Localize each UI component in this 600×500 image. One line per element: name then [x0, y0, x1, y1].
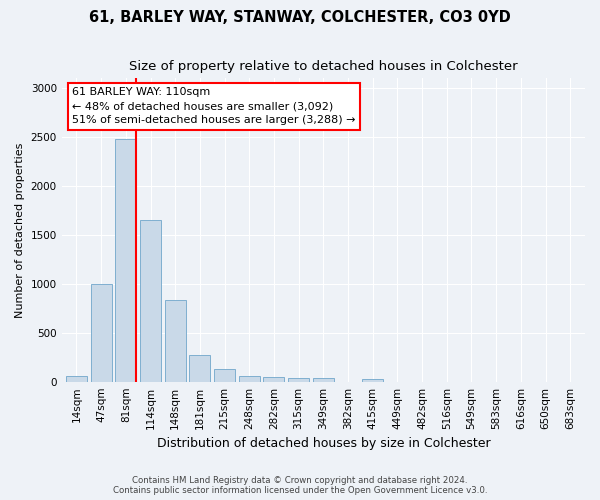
Bar	[263, 377, 284, 382]
Bar	[140, 220, 161, 382]
Bar	[115, 139, 136, 382]
Y-axis label: Number of detached properties: Number of detached properties	[15, 142, 25, 318]
Text: Contains HM Land Registry data © Crown copyright and database right 2024.
Contai: Contains HM Land Registry data © Crown c…	[113, 476, 487, 495]
Bar	[66, 376, 87, 382]
Bar	[313, 378, 334, 382]
Bar	[91, 284, 112, 382]
Bar	[214, 369, 235, 382]
Bar	[362, 378, 383, 382]
Bar	[190, 356, 211, 382]
Bar	[288, 378, 309, 382]
X-axis label: Distribution of detached houses by size in Colchester: Distribution of detached houses by size …	[157, 437, 490, 450]
Text: 61 BARLEY WAY: 110sqm
← 48% of detached houses are smaller (3,092)
51% of semi-d: 61 BARLEY WAY: 110sqm ← 48% of detached …	[72, 88, 356, 126]
Text: 61, BARLEY WAY, STANWAY, COLCHESTER, CO3 0YD: 61, BARLEY WAY, STANWAY, COLCHESTER, CO3…	[89, 10, 511, 25]
Bar	[239, 376, 260, 382]
Bar	[165, 300, 186, 382]
Title: Size of property relative to detached houses in Colchester: Size of property relative to detached ho…	[129, 60, 518, 73]
